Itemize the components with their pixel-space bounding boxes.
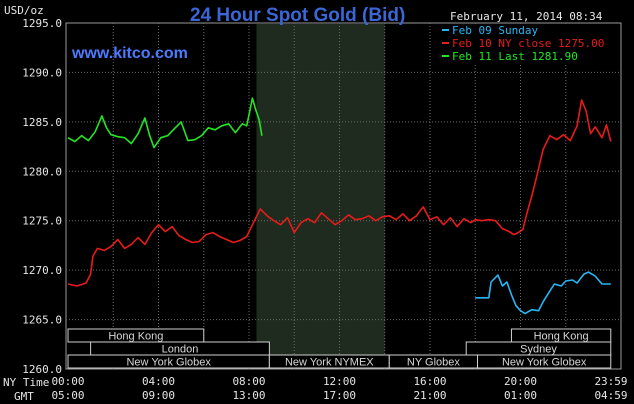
x-tick-label-ny: 12:00 <box>323 375 356 388</box>
y-tick-label: 1265.0 <box>22 314 62 327</box>
x-tick-label-gmt: 17:00 <box>323 389 356 402</box>
y-tick-label: 1275.0 <box>22 215 62 228</box>
session-label: NY Globex <box>407 357 460 369</box>
y-tick-label: 1295.0 <box>22 17 62 30</box>
legend-label: Feb 10 NY close 1275.00 <box>452 37 604 50</box>
x-tick-label-gmt: 21:00 <box>413 389 446 402</box>
series-line-3 <box>67 97 263 149</box>
gmt-row-label: GMT <box>14 390 34 403</box>
session-label: Sydney <box>520 344 557 356</box>
y-axis-labels: 1260.0 1265.0 1270.0 1275.0 1280.0 1285.0 1290… <box>22 17 62 376</box>
x-tick-label-ny: 16:00 <box>413 375 446 388</box>
session-box: New York Globex <box>477 354 612 369</box>
session-label: New York NYMEX <box>285 357 374 369</box>
x-tick-label-ny: 00:00 <box>51 375 84 388</box>
kitco-watermark: www.kitco.com <box>71 45 188 62</box>
legend-box <box>437 24 620 64</box>
y-tick-label: 1270.0 <box>22 264 62 277</box>
session-box: New York NYMEX <box>268 354 390 369</box>
y-tick-label: 1290.0 <box>22 66 62 79</box>
y-tick-label: 1285.0 <box>22 116 62 129</box>
y-tick-label: 1260.0 <box>22 363 62 376</box>
chart-title: 24 Hour Spot Gold (Bid) <box>190 5 405 26</box>
session-label: Hong Kong <box>108 331 163 343</box>
legend-label: Feb 11 Last 1281.90 <box>452 50 578 63</box>
session-box: Sydney <box>465 341 612 356</box>
session-box-outline <box>477 354 612 369</box>
session-box: London <box>90 341 270 356</box>
x-axis-labels: 00:00 04:00 08:00 12:00 16:00 20:00 23:59 05:00… <box>51 375 627 402</box>
session-box: Hong Kong <box>510 328 612 343</box>
x-tick-label-gmt: 09:00 <box>142 389 175 402</box>
x-tick-label-gmt: 01:00 <box>504 389 537 402</box>
legend-item: Feb 10 NY close 1275.00 <box>442 37 604 50</box>
session-label: London <box>162 344 199 356</box>
x-tick-label-ny: 08:00 <box>232 375 265 388</box>
x-tick-label-ny: 23:59 <box>594 375 627 388</box>
legend-label: Feb 09 Sunday <box>452 24 538 37</box>
ny-time-row-label: NY Time <box>3 376 49 389</box>
session-box: New York Globex <box>67 354 270 369</box>
y-unit-label: USD/oz <box>4 4 44 17</box>
x-tick-label-ny: 20:00 <box>504 375 537 388</box>
session-box: Hong Kong <box>67 328 205 343</box>
y-tick-label: 1280.0 <box>22 165 62 178</box>
chart-date: February 11, 2014 08:34 <box>450 10 603 23</box>
series-line-2 <box>67 99 612 287</box>
legend-item: Feb 09 Sunday <box>442 24 538 37</box>
x-tick-label-gmt: 13:00 <box>232 389 265 402</box>
x-tick-label-ny: 04:00 <box>142 375 175 388</box>
session-box: NY Globex <box>388 354 479 369</box>
price-series <box>67 97 612 315</box>
legend-item: Feb 11 Last 1281.90 <box>442 50 578 63</box>
nymex-shaded-region <box>256 24 385 368</box>
session-label: New York Globex <box>502 357 587 369</box>
session-label: New York Globex <box>126 357 211 369</box>
series-line-1 <box>475 271 611 315</box>
x-tick-label-gmt: 05:00 <box>51 389 84 402</box>
session-label: Hong Kong <box>534 331 589 343</box>
x-tick-label-gmt: 04:59 <box>594 389 627 402</box>
